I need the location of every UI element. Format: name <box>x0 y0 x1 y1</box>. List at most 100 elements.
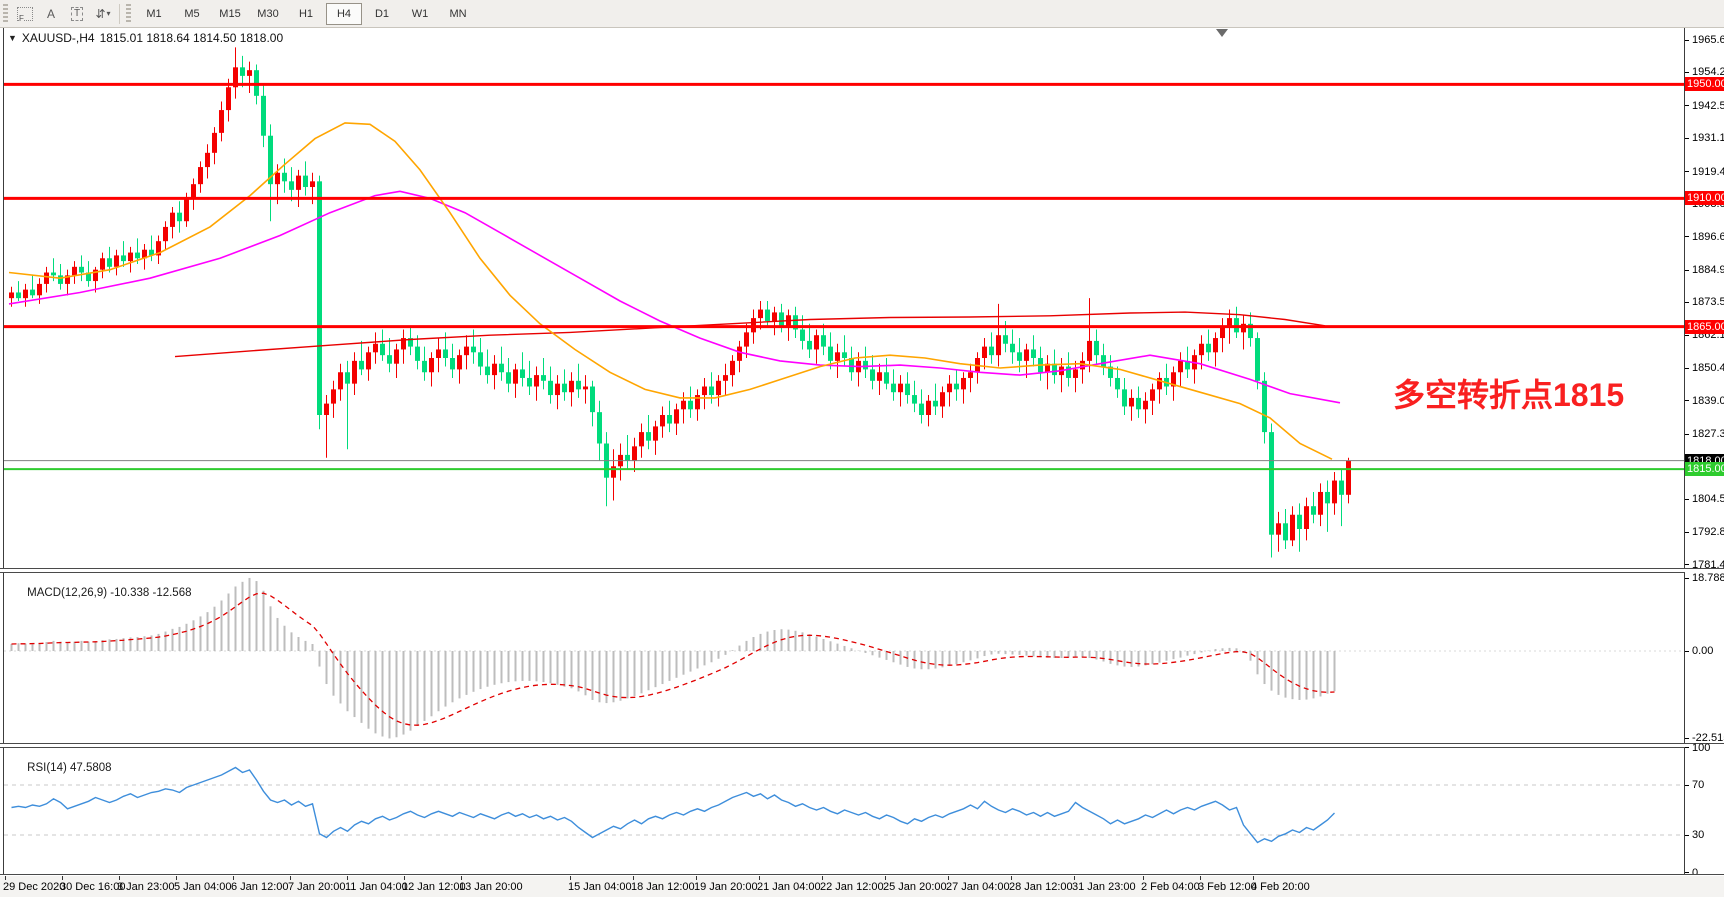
timeframe-button-M5[interactable]: M5 <box>184 7 200 20</box>
timeframe-button-W1[interactable]: W1 <box>411 7 429 20</box>
price-tick: 1792.80 <box>1685 526 1724 538</box>
macd-axis[interactable]: 18.788 0.00 -22.515 <box>1685 571 1724 744</box>
time-label: 18 Jan 12:00 <box>631 881 695 893</box>
time-tick <box>885 876 886 880</box>
chart-shift-marker-icon[interactable] <box>1216 29 1228 37</box>
price-badge-1865.00: 1865.00 <box>1685 319 1724 334</box>
time-tick <box>5 876 6 880</box>
time-label: 21 Jan 04:00 <box>757 881 821 893</box>
pane-separator[interactable] <box>0 743 1724 748</box>
rsi-tick: 0 <box>1685 867 1698 879</box>
price-tick: 1931.10 <box>1685 132 1724 144</box>
time-label: 25 Jan 20:00 <box>883 881 947 893</box>
time-label: 7 Jan 20:00 <box>288 881 346 893</box>
price-badge-1950.00: 1950.00 <box>1685 77 1724 92</box>
time-tick <box>696 876 697 880</box>
time-tick <box>759 876 760 880</box>
rsi-plot[interactable] <box>0 746 1684 875</box>
time-tick <box>570 876 571 880</box>
toolbar-drag-handle[interactable] <box>126 4 131 23</box>
time-label: 19 Jan 20:00 <box>694 881 758 893</box>
price-tick: 1827.30 <box>1685 428 1724 440</box>
price-axis[interactable]: 1965.601954.201942.501931.101919.401908.… <box>1685 28 1724 571</box>
timeframe-button-H1[interactable]: H1 <box>298 7 314 20</box>
main-chart-plot[interactable] <box>0 28 1684 569</box>
indicators-grid-icon[interactable]: F <box>12 3 38 24</box>
pane-separator <box>0 874 1724 877</box>
macd-value-main: -10.338 <box>110 587 150 599</box>
time-label: 13 Jan 20:00 <box>459 881 523 893</box>
timeframe-button-M30[interactable]: M30 <box>257 7 279 20</box>
time-tick <box>1200 876 1201 880</box>
macd-tick: 18.788 <box>1685 572 1724 584</box>
time-tick <box>1253 876 1254 880</box>
time-label: 11 Jan 04:00 <box>345 881 408 893</box>
chart-left-border <box>3 28 4 875</box>
price-badge-1910.00: 1910.00 <box>1685 191 1724 206</box>
timeframe-button-M1[interactable]: M1 <box>146 7 162 20</box>
price-tick: 1850.40 <box>1685 362 1724 374</box>
time-label: 29 Dec 2020 <box>3 881 66 893</box>
toolbar-drag-handle[interactable] <box>3 4 8 23</box>
ohlc-values: 1815.01 1818.64 1814.50 1818.00 <box>99 31 284 45</box>
price-tick: 1965.60 <box>1685 34 1724 46</box>
rsi-axis[interactable]: 100 70 30 0 <box>1685 742 1724 879</box>
price-tick: 1919.40 <box>1685 166 1724 178</box>
time-tick <box>948 876 949 880</box>
time-tick <box>1143 876 1144 880</box>
rsi-label: RSI(14) 47.5808 <box>27 762 112 774</box>
text-box-icon[interactable]: T <box>64 3 90 24</box>
rsi-tick: 100 <box>1685 742 1710 754</box>
time-label: 3 Feb 12:00 <box>1198 881 1257 893</box>
crosshair-arrows-icon[interactable]: ⇵ ▾ <box>95 6 111 21</box>
price-tick: 1839.00 <box>1685 395 1724 407</box>
timeframe-button-MN[interactable]: MN <box>449 7 467 20</box>
time-label: 12 Jan 12:00 <box>402 881 466 893</box>
time-tick <box>290 876 291 880</box>
macd-label: MACD(12,26,9) -10.338 -12.568 <box>27 587 192 599</box>
time-label: 22 Jan 12:00 <box>820 881 884 893</box>
time-axis[interactable]: 29 Dec 2020 30 Dec 16:00 3 Jan 23:00 5 Jan … <box>0 876 1724 897</box>
timeframe-button-H4[interactable]: H4 <box>326 2 362 25</box>
time-tick <box>404 876 405 880</box>
price-axis-border <box>1684 28 1685 875</box>
time-tick <box>461 876 462 880</box>
time-label: 27 Jan 04:00 <box>946 881 1010 893</box>
time-tick <box>62 876 63 880</box>
price-tick: 1942.50 <box>1685 100 1724 112</box>
price-tick: 1896.60 <box>1685 231 1724 243</box>
price-badge-1815.00: 1815.00 <box>1685 462 1724 477</box>
chinese-annotation-text: 多空转折点1815 <box>1393 377 1625 413</box>
symbol-timeframe-label: XAUUSD-,H4 <box>21 31 95 45</box>
price-tick: 1884.90 <box>1685 264 1724 276</box>
symbol-dropdown-icon[interactable]: ▼ <box>8 33 17 43</box>
time-label: 15 Jan 04:00 <box>568 881 632 893</box>
time-label: 6 Jan 12:00 <box>231 881 289 893</box>
time-tick <box>1011 876 1012 880</box>
macd-tick: -22.515 <box>1685 732 1724 744</box>
time-label: 4 Feb 20:00 <box>1251 881 1310 893</box>
timeframe-button-M15[interactable]: M15 <box>219 7 241 20</box>
macd-value-signal: -12.568 <box>152 587 192 599</box>
time-tick <box>119 876 120 880</box>
dropdown-caret-icon[interactable]: ▾ <box>106 9 111 18</box>
time-tick <box>347 876 348 880</box>
chart-title: ▼ XAUUSD-,H4 1815.01 1818.64 1814.50 181… <box>8 31 283 45</box>
text-label-icon[interactable]: A <box>46 6 55 21</box>
rsi-tick: 30 <box>1685 829 1704 841</box>
chart-frame: ▼ XAUUSD-,H4 1815.01 1818.64 1814.50 181… <box>0 28 1724 897</box>
pane-separator[interactable] <box>0 568 1724 573</box>
time-tick <box>1074 876 1075 880</box>
price-tick: 1781.40 <box>1685 559 1724 571</box>
time-label: 2 Feb 04:00 <box>1141 881 1200 893</box>
price-tick: 1804.50 <box>1685 493 1724 505</box>
time-label: 30 Dec 16:00 <box>60 881 126 893</box>
time-label: 3 Jan 23:00 <box>117 881 175 893</box>
rsi-tick: 70 <box>1685 779 1704 791</box>
time-label: 28 Jan 12:00 <box>1009 881 1073 893</box>
toolbar: F A T ⇵ ▾ M1 M5 M15 M30 H1 H4 D1 W1 MN <box>0 0 1724 28</box>
timeframe-button-D1[interactable]: D1 <box>374 7 390 20</box>
time-label: 5 Jan 04:00 <box>174 881 232 893</box>
macd-plot[interactable] <box>0 571 1684 744</box>
